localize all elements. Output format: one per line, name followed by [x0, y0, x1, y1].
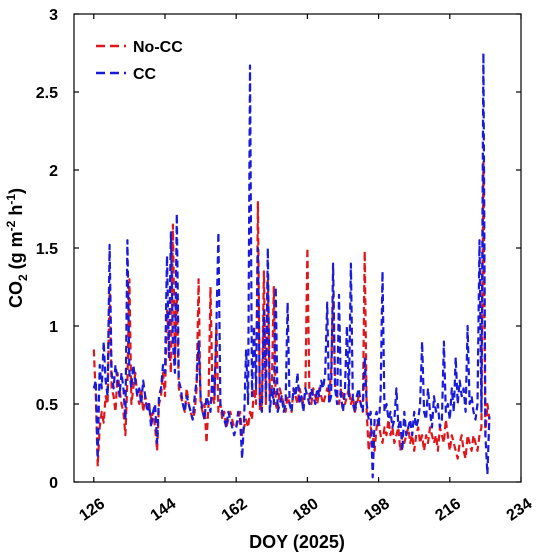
x-tick-label: 162: [219, 495, 251, 524]
x-tick-label: 144: [148, 495, 180, 524]
y-tick-label: 2.5: [36, 85, 58, 102]
x-tick-label: 234: [504, 495, 536, 524]
y-axis-title-exponent-2: -1: [4, 194, 18, 205]
y-axis-title-main: CO: [6, 281, 26, 308]
y-axis-title-unit-post: ): [6, 188, 26, 194]
legend-label-no-cc: No-CC: [133, 39, 183, 56]
y-axis-title-unit-mid: h: [6, 205, 26, 221]
y-tick-label: 0: [49, 475, 58, 492]
y-axis-title: CO2 (g m-2 h-1): [4, 188, 30, 308]
plot-area-background: [74, 14, 521, 482]
x-tick-label: 198: [361, 495, 393, 524]
y-tick-label: 0.5: [36, 397, 58, 414]
svg-text:CO2 (g m-2 h-1): CO2 (g m-2 h-1): [4, 188, 30, 308]
y-axis-title-exponent-1: -2: [4, 220, 18, 231]
x-axis-title: DOY (2025): [249, 532, 345, 552]
x-tick-label: 216: [432, 495, 464, 524]
y-tick-label: 1: [49, 319, 58, 336]
y-axis-title-subscript: 2: [16, 274, 30, 281]
legend-label-cc: CC: [133, 66, 157, 83]
series-layer: [92, 51, 491, 479]
y-tick-label: 1.5: [36, 241, 58, 258]
y-tick-label: 3: [49, 7, 58, 24]
legend: No-CC CC: [96, 39, 183, 83]
x-tick-label: 180: [290, 495, 322, 524]
x-tick-label: 126: [76, 495, 108, 524]
y-axis-title-unit-pre: (g m: [6, 231, 26, 274]
y-tick-label: 2: [49, 163, 58, 180]
